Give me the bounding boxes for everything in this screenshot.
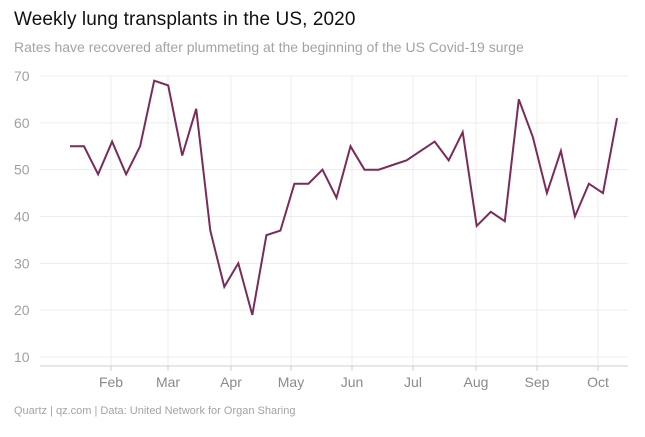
- y-tick-label: 10: [14, 349, 30, 365]
- x-tick-label: Feb: [99, 374, 123, 390]
- data-point: [572, 214, 578, 220]
- vertical-gridlines: [110, 76, 599, 366]
- data-point: [320, 167, 326, 173]
- data-point: [277, 228, 283, 234]
- data-point: [600, 190, 606, 196]
- data-point: [488, 209, 494, 215]
- data-point: [291, 181, 297, 187]
- data-point: [502, 218, 508, 224]
- data-point: [432, 139, 438, 145]
- x-tick-label: Jul: [404, 374, 422, 390]
- data-point: [193, 106, 199, 112]
- x-tick-label: Sep: [525, 374, 550, 390]
- data-point: [558, 148, 564, 154]
- data-point: [334, 195, 340, 201]
- y-tick-label: 50: [14, 162, 30, 178]
- data-point: [530, 134, 536, 140]
- data-point: [137, 143, 143, 149]
- data-point: [235, 260, 241, 266]
- data-point: [81, 143, 87, 149]
- data-point: [474, 223, 480, 229]
- x-tick-label: Jun: [341, 374, 364, 390]
- data-point: [249, 312, 255, 318]
- data-point: [404, 157, 410, 163]
- data-point: [446, 157, 452, 163]
- data-point: [362, 167, 368, 173]
- x-tick-label: Mar: [156, 374, 180, 390]
- data-point: [376, 167, 382, 173]
- data-point: [179, 153, 185, 159]
- series-layer: [67, 78, 620, 318]
- data-point: [418, 148, 424, 154]
- data-point: [460, 129, 466, 135]
- data-point: [614, 115, 620, 121]
- data-point: [305, 181, 311, 187]
- data-point: [516, 96, 522, 102]
- data-point: [151, 78, 157, 84]
- data-point: [207, 228, 213, 234]
- data-point: [109, 139, 115, 145]
- y-axis-tick-labels: 10 20 30 40 50 60 70: [14, 68, 30, 365]
- data-point: [348, 143, 354, 149]
- data-point: [123, 171, 129, 177]
- source-footer: Quartz | qz.com | Data: United Network f…: [14, 405, 296, 417]
- series-line-lung-transplants: [70, 79, 618, 316]
- x-tick-label: Oct: [587, 374, 609, 390]
- y-tick-label: 20: [14, 302, 30, 318]
- y-tick-label: 40: [14, 209, 30, 225]
- data-point: [586, 181, 592, 187]
- y-tick-label: 70: [14, 68, 30, 84]
- x-axis-tick-marks: [110, 366, 599, 371]
- horizontal-gridlines: [40, 75, 628, 358]
- x-tick-label: May: [278, 374, 304, 390]
- y-tick-label: 30: [14, 255, 30, 271]
- chart-title: Weekly lung transplants in the US, 2020: [14, 9, 356, 30]
- x-axis-tick-labels: Feb Mar Apr May Jun Jul Aug Sep Oct: [99, 374, 609, 390]
- data-point: [165, 82, 171, 88]
- data-point: [95, 171, 101, 177]
- data-point: [544, 190, 550, 196]
- data-point: [263, 232, 269, 238]
- x-tick-label: Apr: [220, 374, 242, 390]
- y-tick-label: 60: [14, 115, 30, 131]
- x-tick-label: Aug: [464, 374, 489, 390]
- data-point: [221, 284, 227, 290]
- data-point: [390, 162, 396, 168]
- data-point: [67, 143, 73, 149]
- chart-subtitle: Rates have recovered after plummeting at…: [14, 39, 524, 55]
